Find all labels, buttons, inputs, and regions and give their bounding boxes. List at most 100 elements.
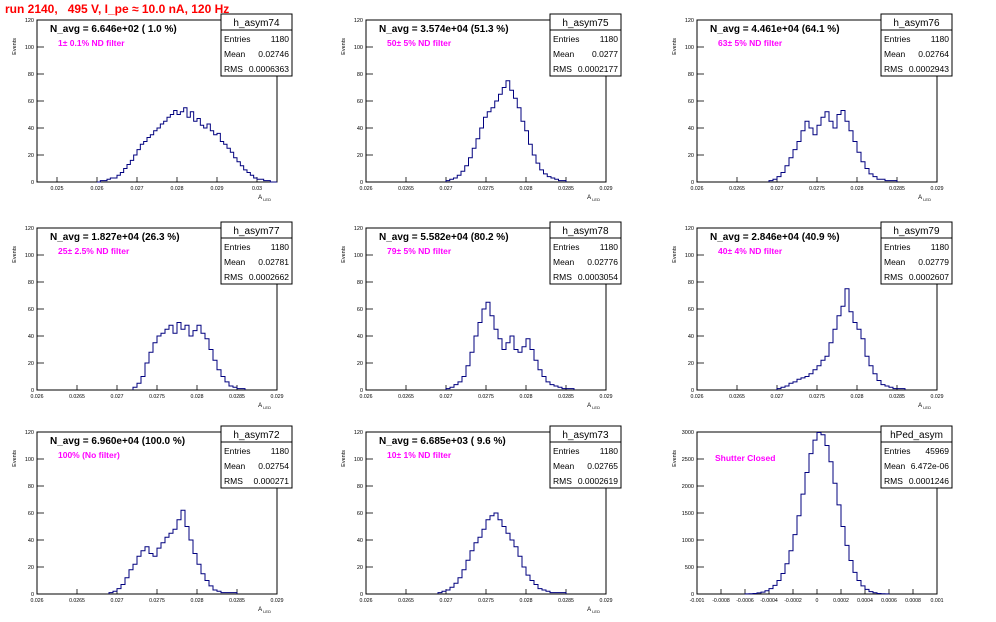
y-tick-label: 120: [25, 226, 34, 232]
y-tick-label: 80: [688, 280, 694, 286]
stats-label-entries: Entries: [224, 242, 250, 252]
y-tick-label: 20: [357, 153, 363, 159]
y-tick-label: 100: [354, 457, 363, 463]
stats-label-mean: Mean: [884, 461, 906, 471]
x-tick-label: 0: [816, 598, 819, 604]
y-tick-label: 3000: [682, 430, 694, 436]
stats-label-rms: RMS: [224, 476, 243, 486]
x-tick-label: 0.027: [131, 186, 144, 192]
y-tick-label: 0: [360, 388, 363, 394]
n-avg-label: N_avg = 3.574e+04 (51.3 %): [379, 24, 509, 35]
stats-value-entries: 1180: [931, 242, 950, 252]
plot-area: 0 20 40 60 80 100 120 0.026 0.0265 0.027 0.0275 0.0…: [12, 425, 293, 614]
plot-area: 0 500 1000 1500 2000 2500 3000 -0.001 -0.0008 -0.…: [672, 425, 953, 604]
plot-area: 0 20 40 60 80 100 120 0.026 0.0265 0.027 0.0275 0.0…: [672, 221, 953, 410]
x-tick-label: 0.0265: [729, 186, 745, 192]
x-tick-label: 0.025: [51, 186, 64, 192]
y-axis-title: Events: [12, 38, 18, 55]
stats-box: hPed_asym Entries 45969 Mean 6.472e-06 RMS 0.0…: [880, 425, 953, 489]
stats-box: h_asym72 Entries 1180 Mean 0.02754 RMS 0.00027…: [220, 425, 293, 489]
stats-box: h_asym75 Entries 1180 Mean 0.0277 RMS 0.000217…: [549, 13, 622, 77]
stats-value-mean: 0.02746: [258, 49, 289, 59]
filter-annotation: 10± 1% ND filter: [387, 450, 452, 460]
x-tick-label: 0.028: [191, 598, 204, 604]
n-avg-label: N_avg = 4.461e+04 (64.1 %): [710, 24, 840, 35]
stats-value-mean: 0.02754: [258, 461, 289, 471]
stats-label-rms: RMS: [224, 64, 243, 74]
x-axis-title: A LED: [918, 195, 931, 202]
filter-annotation: 63± 5% ND filter: [718, 38, 783, 48]
y-tick-label: 1500: [682, 511, 694, 517]
y-tick-label: 2000: [682, 484, 694, 490]
y-tick-label: 0: [31, 592, 34, 598]
y-tick-label: 20: [357, 565, 363, 571]
y-axis-title: Events: [341, 38, 347, 55]
histogram-line: [108, 509, 238, 594]
stats-box-frame: [220, 221, 293, 285]
y-tick-label: 40: [688, 334, 694, 340]
histogram-panel-h_asym75: 0 20 40 60 80 100 120 0.026 0.0265 0.027 0.0275 0.0…: [341, 13, 622, 202]
x-tick-label: 0.026: [691, 394, 704, 400]
x-tick-label: 0.026: [360, 394, 373, 400]
x-tick-label: 0.026: [91, 186, 104, 192]
y-axis-title: Events: [12, 246, 18, 263]
plot-area: 0 20 40 60 80 100 120 0.025 0.026 0.027 0.028 0.029…: [12, 13, 293, 202]
stats-value-entries: 45969: [925, 446, 949, 456]
x-tick-label: 0.0008: [905, 598, 921, 604]
y-tick-label: 0: [360, 180, 363, 186]
filter-annotation: Shutter Closed: [715, 453, 775, 463]
stats-label-rms: RMS: [884, 476, 903, 486]
filter-annotation: 1± 0.1% ND filter: [58, 38, 125, 48]
stats-box-title: h_asym78: [562, 226, 609, 237]
stats-box-title: h_asym73: [562, 430, 609, 441]
n-avg-label: N_avg = 6.960e+04 (100.0 %): [50, 436, 185, 447]
stats-value-entries: 1180: [271, 242, 290, 252]
stats-label-entries: Entries: [224, 446, 250, 456]
histogram-panel-h_asym78: 0 20 40 60 80 100 120 0.026 0.0265 0.027 0.0275 0.0…: [341, 221, 622, 410]
stats-label-mean: Mean: [224, 257, 246, 267]
y-tick-label: 20: [28, 153, 34, 159]
y-tick-label: 40: [688, 126, 694, 132]
y-tick-label: 40: [357, 334, 363, 340]
y-axis-title: Events: [672, 38, 678, 55]
y-tick-label: 100: [685, 253, 694, 259]
x-tick-label: 0.0275: [478, 394, 494, 400]
y-axis-title: Events: [672, 450, 678, 467]
x-tick-label: 0.0275: [809, 186, 825, 192]
x-tick-label: 0.0275: [478, 598, 494, 604]
stats-box-title: h_asym75: [562, 18, 609, 29]
x-tick-label: 0.029: [600, 394, 613, 400]
stats-value-rms: 0.0003054: [578, 272, 618, 282]
stats-value-rms: 0.000271: [254, 476, 290, 486]
x-tick-label: 0.0265: [69, 394, 85, 400]
x-axis-title: A LED: [258, 195, 271, 202]
y-tick-label: 60: [357, 99, 363, 105]
y-tick-label: 0: [31, 180, 34, 186]
y-tick-label: 0: [691, 592, 694, 598]
x-tick-label: 0.026: [31, 394, 44, 400]
stats-value-entries: 1180: [271, 34, 290, 44]
stats-value-entries: 1180: [600, 34, 619, 44]
stats-box: h_asym73 Entries 1180 Mean 0.02765 RMS 0.00026…: [549, 425, 622, 489]
x-tick-label: 0.0285: [229, 394, 245, 400]
stats-box-frame: [220, 13, 293, 77]
filter-annotation: 79± 5% ND filter: [387, 246, 452, 256]
stats-box-title: h_asym76: [893, 18, 940, 29]
stats-label-mean: Mean: [553, 49, 575, 59]
stats-value-rms: 0.0002619: [578, 476, 618, 486]
y-tick-label: 40: [28, 538, 34, 544]
x-tick-label: 0.0275: [478, 186, 494, 192]
n-avg-label: N_avg = 2.846e+04 (40.9 %): [710, 232, 840, 243]
histogram-line: [97, 107, 277, 183]
plot-area: 0 20 40 60 80 100 120 0.026 0.0265 0.027 0.0275 0.0…: [672, 13, 953, 202]
y-tick-label: 120: [25, 18, 34, 24]
x-tick-label: 0.0285: [558, 394, 574, 400]
x-tick-label: 0.0275: [149, 598, 165, 604]
stats-label-entries: Entries: [553, 34, 579, 44]
y-tick-label: 20: [688, 153, 694, 159]
x-axis-title: A LED: [587, 607, 600, 614]
y-tick-label: 500: [685, 565, 694, 571]
histogram-panel-hPed_asym: 0 500 1000 1500 2000 2500 3000 -0.001 -0.0008 -0.…: [672, 425, 953, 604]
stats-box-frame: [549, 425, 622, 489]
histogram-line: [437, 512, 567, 594]
